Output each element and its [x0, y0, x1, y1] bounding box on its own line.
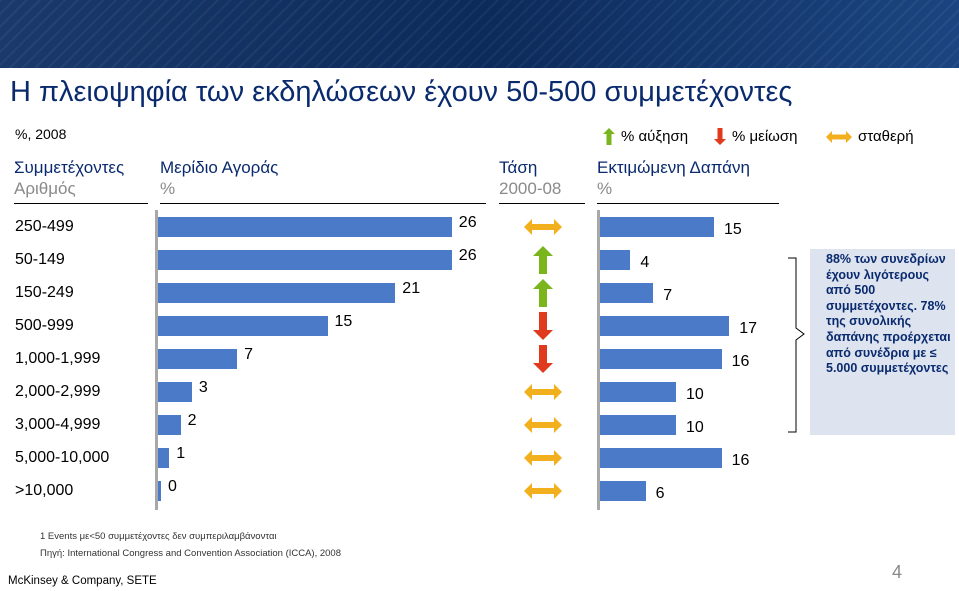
spend-bar [600, 250, 631, 270]
header-spend: Εκτιμώμενη Δαπάνη [597, 158, 750, 177]
market-share-value: 26 [458, 214, 477, 231]
spend-value: 10 [686, 386, 704, 403]
header-rule-trend [499, 203, 585, 204]
spend-value: 17 [739, 320, 757, 337]
market-share-value: 3 [198, 379, 208, 396]
spend-bar [600, 316, 730, 336]
spend-bar [600, 217, 714, 237]
spend-bar [600, 448, 722, 468]
header-market-share-unit: % [160, 179, 176, 198]
header-participants: Συμμετέχοντες [14, 158, 125, 177]
legend-decrease-label: % μείωση [732, 128, 798, 145]
spend-bar [600, 481, 646, 501]
trend-stable-arrow-icon [524, 450, 562, 466]
trend-stable-arrow-icon [524, 384, 562, 400]
market-share-bar [158, 217, 452, 237]
legend-stable-arrow-icon [826, 131, 852, 143]
market-share-value: 7 [244, 346, 253, 363]
row-label: 50-149 [15, 251, 65, 268]
legend-stable-label: σταθερή [858, 128, 914, 145]
trend-stable-arrow-icon [524, 219, 562, 235]
market-share-value: 21 [402, 280, 421, 297]
market-share-bar [158, 448, 170, 468]
header-trend-period: 2000-08 [499, 179, 562, 198]
header-market-share: Μερίδιο Αγοράς [160, 158, 279, 177]
trend-down-arrow-icon [533, 312, 553, 340]
row-label: 1,000-1,999 [15, 350, 101, 367]
spend-bar [600, 283, 654, 303]
header-number: Αριθμός [14, 179, 76, 198]
spend-value: 16 [731, 452, 750, 469]
page-title: Η πλειοψηφία των εκδηλώσεων έχουν 50-500… [10, 76, 793, 108]
market-share-value: 2 [187, 412, 197, 429]
spend-bar [600, 415, 676, 435]
subtitle: %, 2008 [15, 126, 67, 142]
spend-axis [597, 210, 600, 510]
legend-up-arrow-icon [603, 128, 615, 145]
legend-down-arrow-icon [714, 128, 726, 145]
market-share-value: 15 [334, 313, 353, 330]
callout-box [810, 249, 955, 435]
spend-value: 7 [663, 287, 673, 304]
row-label: >10,000 [15, 482, 74, 499]
header-spend-unit: % [597, 179, 613, 198]
header-rule-participants [14, 203, 148, 204]
row-label: 2,000-2,999 [15, 383, 101, 400]
market-share-bar [158, 316, 328, 336]
header-rule-market-share [160, 203, 486, 204]
spend-value: 4 [640, 254, 650, 271]
header-rule-spend [597, 203, 779, 204]
market-share-bar [158, 481, 161, 501]
trend-stable-arrow-icon [524, 417, 562, 433]
market-share-bar [158, 250, 452, 270]
footnote-source: Πηγή: International Congress and Convent… [40, 548, 342, 559]
market-share-axis [155, 210, 158, 510]
spend-bar [600, 382, 676, 402]
market-share-value: 1 [176, 445, 186, 462]
market-share-bar [158, 415, 181, 435]
header-trend: Τάση [499, 158, 538, 177]
trend-up-arrow-icon [533, 279, 553, 307]
header-band [0, 0, 959, 68]
market-share-value: 0 [168, 478, 177, 495]
legend-increase-label: % αύξηση [621, 128, 689, 145]
callout-text: 88% των συνεδρίων έχουν λιγότερους από 5… [826, 252, 951, 376]
trend-down-arrow-icon [533, 345, 553, 373]
spend-value: 15 [724, 221, 742, 238]
footnote-exclusion: 1 Events με<50 συμμετέχοντες δεν συμπερι… [40, 531, 277, 542]
trend-up-arrow-icon [533, 246, 553, 274]
spend-value: 6 [655, 485, 665, 502]
spend-bar [600, 349, 722, 369]
trend-stable-arrow-icon [524, 483, 562, 499]
row-label: 500-999 [15, 317, 74, 334]
callout-bracket [788, 257, 805, 433]
market-share-bar [158, 382, 192, 402]
spend-value: 10 [686, 419, 704, 436]
row-label: 250-499 [15, 218, 74, 235]
page-number: 4 [891, 562, 902, 582]
market-share-bar [158, 283, 396, 303]
firm-name: McKinsey & Company, SETE [8, 575, 157, 587]
row-label: 5,000-10,000 [15, 449, 110, 466]
market-share-bar [158, 349, 238, 369]
row-label: 150-249 [15, 284, 74, 301]
row-label: 3,000-4,999 [15, 416, 101, 433]
spend-value: 16 [731, 353, 750, 370]
market-share-value: 26 [458, 247, 477, 264]
